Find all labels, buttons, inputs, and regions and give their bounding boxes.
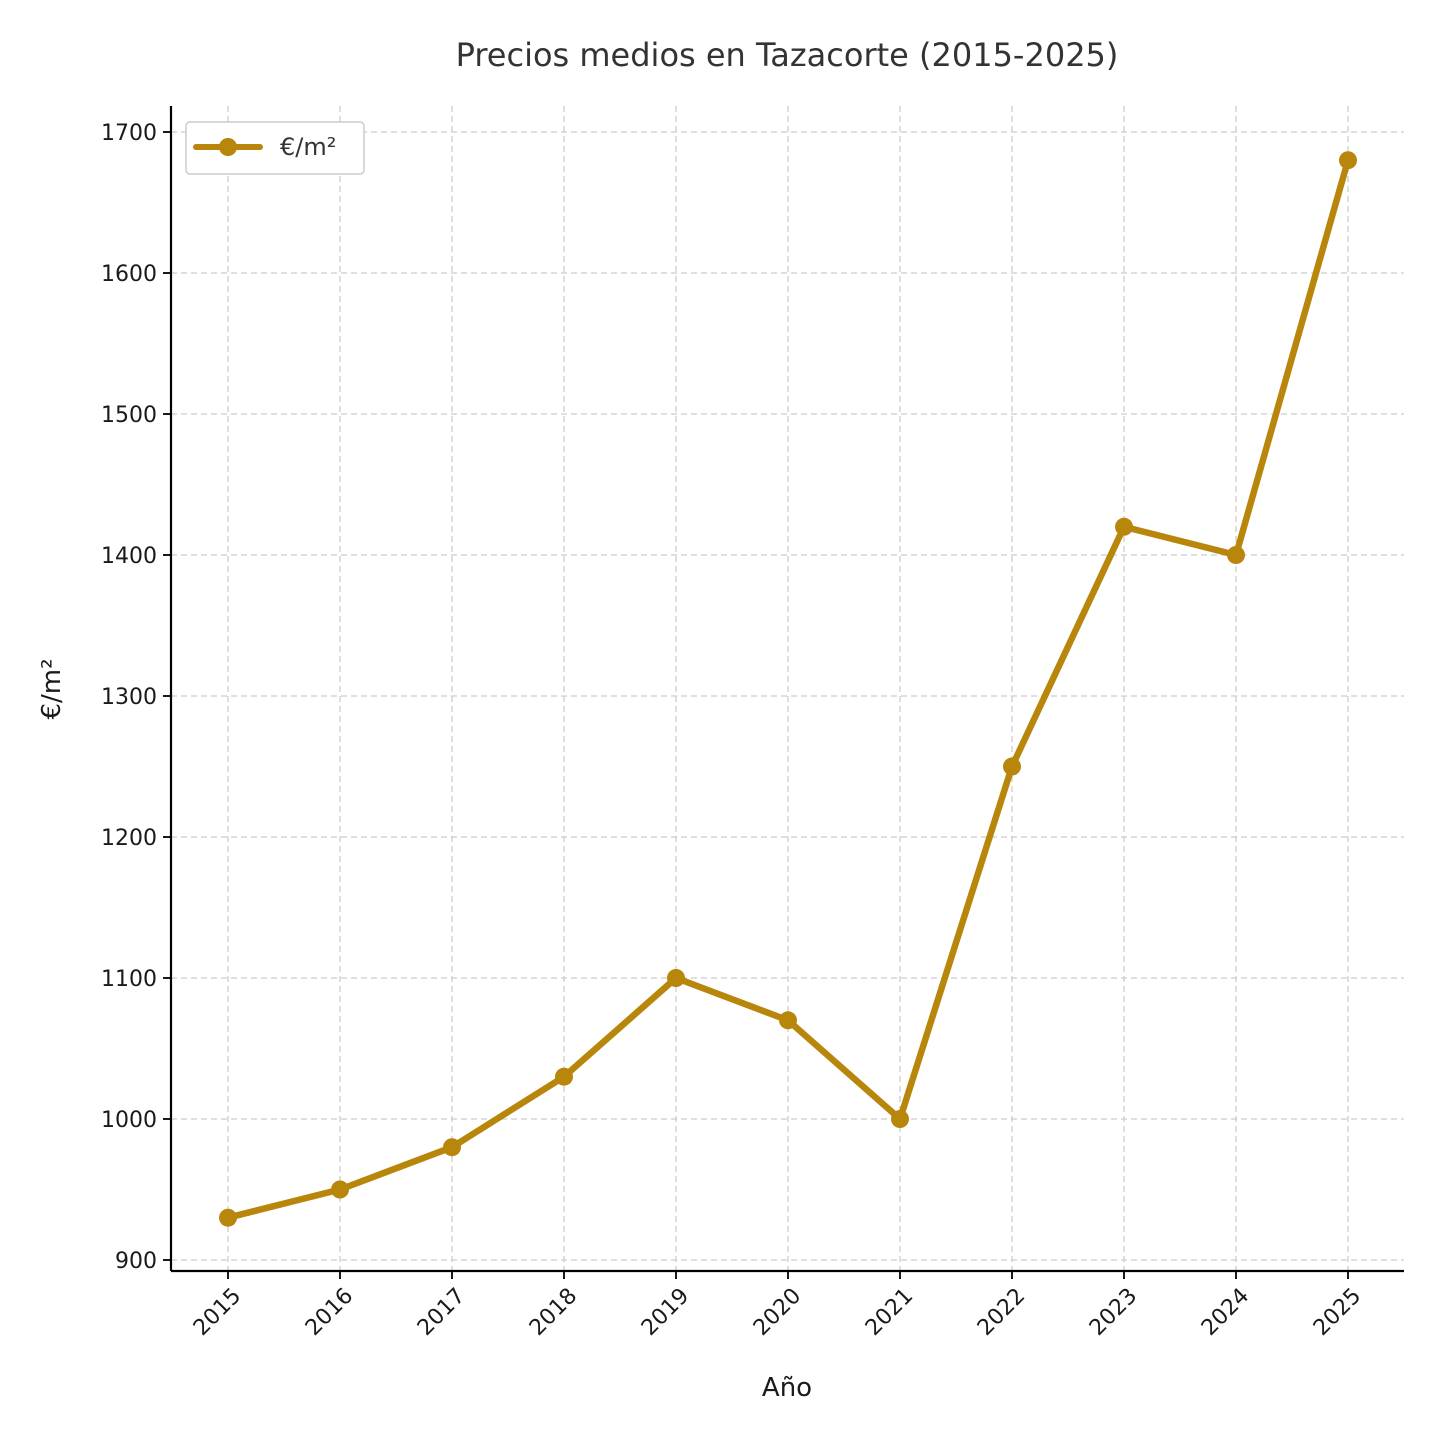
y-tick-label-1500: 1500	[101, 403, 157, 428]
data-point-2017	[443, 1138, 461, 1157]
y-axis-title: €/m²	[37, 658, 67, 719]
x-tick-label-2022: 2022	[973, 1284, 1030, 1341]
y-axis-ticks: 900 1000 1100 1200 1300 1400 1500 1600 1700	[101, 121, 171, 1274]
series-layer	[219, 151, 1357, 1227]
x-tick-label-2023: 2023	[1085, 1284, 1142, 1341]
y-tick-label-1000: 1000	[101, 1108, 157, 1133]
legend-label: €/m²	[280, 133, 336, 161]
x-tick-label-2020: 2020	[749, 1284, 806, 1341]
x-tick-label-2019: 2019	[637, 1284, 694, 1341]
y-tick-label-1400: 1400	[101, 544, 157, 569]
legend-box	[185, 121, 365, 175]
y-tick-label-1100: 1100	[101, 967, 157, 992]
data-point-2015	[219, 1208, 237, 1227]
data-point-2022	[1003, 757, 1021, 776]
data-point-2016	[331, 1180, 349, 1199]
x-tick-label-2017: 2017	[413, 1284, 470, 1341]
y-tick-label-1700: 1700	[101, 121, 157, 146]
data-point-2019	[667, 969, 685, 987]
legend-marker-swatch	[219, 138, 237, 156]
x-tick-label-2018: 2018	[525, 1284, 582, 1341]
x-tick-label-2015: 2015	[189, 1284, 246, 1341]
data-point-2024	[1227, 546, 1245, 564]
chart-title: Precios medios en Tazacorte (2015-2025)	[456, 36, 1119, 74]
x-tick-label-2021: 2021	[861, 1284, 918, 1341]
x-axis-ticks: 2015 2016 2017 2018 2019 2020 2021 2022 2023 2024…	[189, 1271, 1366, 1341]
data-point-2023	[1115, 517, 1133, 536]
y-tick-label-1600: 1600	[101, 262, 157, 287]
x-axis-title: Año	[762, 1373, 812, 1403]
x-tick-label-2024: 2024	[1197, 1284, 1254, 1341]
y-tick-label-1300: 1300	[101, 685, 157, 710]
x-tick-label-2025: 2025	[1309, 1284, 1366, 1341]
grid-lines	[171, 106, 1404, 1271]
legend: €/m²	[185, 121, 365, 175]
data-point-2018	[555, 1067, 573, 1086]
y-tick-label-900: 900	[115, 1249, 157, 1274]
x-tick-label-2016: 2016	[301, 1284, 358, 1341]
data-point-2021	[891, 1110, 909, 1128]
data-point-2020	[779, 1011, 797, 1030]
y-tick-label-1200: 1200	[101, 826, 157, 851]
data-point-2025	[1339, 151, 1357, 170]
